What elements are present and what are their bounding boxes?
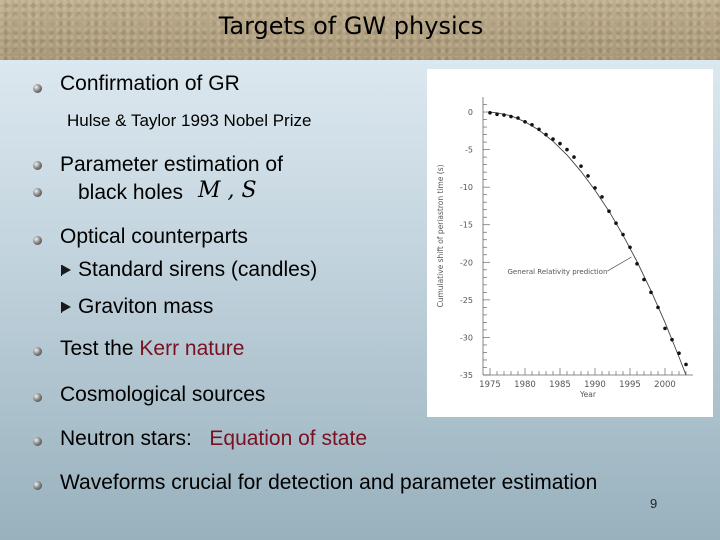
periastron-shift-chart: 0 -5 -10 -15 -20 -25 -30 -35 1975 1980 1985 1990 199… (427, 69, 713, 417)
observation-point (628, 245, 632, 250)
title-bar (0, 0, 720, 60)
observation-point (684, 362, 688, 367)
y-tick-label: -10 (460, 183, 473, 192)
arrow-icon (62, 265, 71, 275)
bullet-icon (33, 437, 42, 446)
observation-point (593, 186, 597, 190)
observation-point (600, 195, 604, 199)
annotation-leader (607, 256, 632, 272)
arrow-icon-stem (61, 265, 62, 276)
y-tick-label: -25 (460, 296, 473, 305)
bullet-icon (33, 161, 42, 170)
item-black-holes: black holes (78, 181, 184, 204)
item-optical-counterparts: Optical counterparts (60, 225, 248, 248)
observation-point (663, 326, 667, 331)
observation-point (516, 116, 520, 120)
x-tick-label: 1995 (619, 380, 641, 390)
observation-point (544, 132, 548, 137)
y-tick-label: -20 (460, 258, 473, 267)
observation-point (558, 141, 562, 146)
observation-point (537, 127, 541, 132)
observation-point (488, 110, 492, 115)
page-number: 9 (650, 496, 658, 511)
observation-point (649, 290, 653, 295)
observation-point (551, 137, 555, 141)
observation-point (677, 351, 681, 356)
bullet-icon (33, 188, 42, 197)
x-tick-label: 2000 (654, 380, 676, 390)
observation-point (642, 277, 646, 282)
x-tick-label: 1985 (549, 380, 571, 390)
y-tick-label: 0 (468, 108, 473, 117)
y-tick-label: -30 (460, 333, 473, 342)
bullet-icon (33, 393, 42, 402)
bullet-icon (33, 481, 42, 490)
observation-point (656, 305, 660, 310)
slide-title: Targets of GW physics (218, 12, 484, 40)
arrow-icon-stem (61, 302, 62, 313)
x-axis-label: Year (579, 390, 597, 399)
observation-point (565, 147, 569, 152)
item-kerr-nature: Test the Kerr nature (60, 337, 244, 361)
chart-svg: 0 -5 -10 -15 -20 -25 -30 -35 1975 1980 1985 1990 199… (436, 97, 693, 399)
item-confirmation-gr: Confirmation of GR (60, 72, 240, 95)
item-graviton-mass: Graviton mass (78, 295, 214, 318)
kerr-prefix: Test the (60, 337, 140, 360)
gr-prediction-line (488, 111, 687, 376)
bullet-icon (33, 347, 42, 356)
item-neutron-stars: Neutron stars: Equation of state (60, 427, 367, 451)
observation-point (621, 232, 625, 237)
observation-point (614, 221, 618, 226)
y-axis-label: Cumulative shift of periastron time (s) (436, 164, 445, 307)
observation-point (495, 112, 499, 117)
observation-point (607, 209, 611, 214)
y-tick-label: -35 (460, 371, 473, 380)
bullet-icon (33, 84, 42, 93)
math-mass-spin: M , S (198, 178, 257, 203)
observation-point (502, 113, 506, 117)
x-tick-label: 1980 (514, 380, 536, 390)
item-hulse-taylor: Hulse & Taylor 1993 Nobel Prize (67, 111, 312, 130)
observation-point (586, 174, 590, 178)
kerr-highlight: Kerr nature (139, 337, 245, 360)
observation-point (579, 164, 583, 168)
observation-point (572, 155, 576, 159)
item-cosmological-sources: Cosmological sources (60, 383, 266, 406)
observation-point (670, 337, 674, 342)
neutron-highlight: Equation of state (209, 427, 368, 450)
x-tick-label: 1990 (584, 380, 606, 390)
observation-point (509, 114, 513, 119)
item-waveforms: Waveforms crucial for detection and para… (60, 471, 598, 494)
observation-point (635, 262, 639, 266)
neutron-prefix: Neutron stars: (60, 427, 210, 450)
y-tick-label: -5 (465, 146, 473, 155)
y-tick-label: -15 (460, 221, 473, 230)
bullet-icon (33, 236, 42, 245)
observation-point (530, 123, 534, 127)
item-standard-sirens: Standard sirens (candles) (78, 258, 318, 281)
x-tick-label: 1975 (479, 380, 501, 390)
observation-point (523, 119, 527, 124)
item-parameter-estimation: Parameter estimation of (60, 153, 283, 176)
annotation-gr-prediction: General Relativity prediction (507, 268, 607, 276)
arrow-icon (62, 302, 71, 312)
